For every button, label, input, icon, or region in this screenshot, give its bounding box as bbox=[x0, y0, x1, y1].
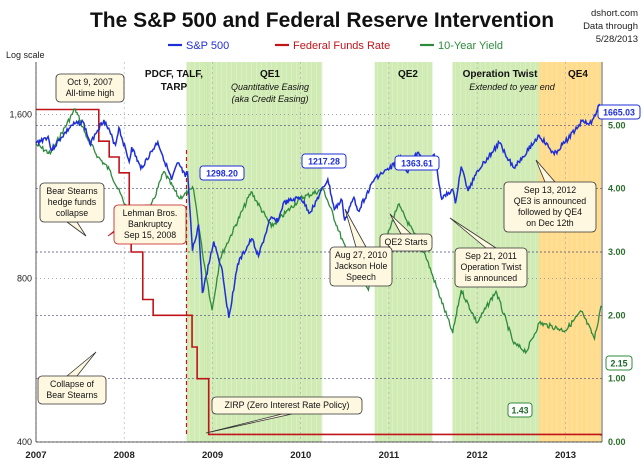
band-label: Operation Twist bbox=[463, 69, 538, 80]
y-left-tick-label: 400 bbox=[17, 437, 32, 447]
y-left-tick-label: 1,600 bbox=[9, 110, 32, 120]
band-label: QE1 bbox=[260, 69, 280, 80]
y-right-tick-label: 0.00 bbox=[608, 437, 626, 447]
x-tick-label: 2009 bbox=[202, 450, 223, 461]
band-label: TARP bbox=[161, 82, 188, 93]
band-sublabel: (aka Credit Easing) bbox=[231, 94, 308, 104]
value-label-text: 2.15 bbox=[610, 359, 627, 369]
value-label-text: 1298.20 bbox=[206, 169, 238, 179]
value-label-text: 1.43 bbox=[511, 406, 528, 416]
value-label-box bbox=[605, 355, 633, 371]
series-line-fedfunds bbox=[36, 108, 602, 436]
y-left-tick-label: 800 bbox=[17, 273, 32, 283]
x-tick-label: 2011 bbox=[379, 450, 400, 461]
source-line-2: Data through bbox=[583, 21, 638, 32]
x-tick-label: 2012 bbox=[467, 450, 488, 461]
annotation-all-time-high-box bbox=[55, 73, 125, 103]
y-right-tick-label: 2.00 bbox=[608, 310, 626, 320]
annotation-qe3-qe4-box bbox=[503, 181, 597, 233]
annotation-qe2-starts-text: QE2 Starts bbox=[384, 237, 428, 247]
annotation-qe3-qe4-text: QE3 is announced bbox=[514, 196, 586, 206]
value-label-box bbox=[394, 155, 440, 171]
value-label: 1298.20 bbox=[199, 165, 245, 181]
y-right-tick-label: 3.00 bbox=[608, 247, 626, 257]
x-tick-label: 2013 bbox=[555, 450, 576, 461]
y-right-tick-label: 5.00 bbox=[608, 120, 626, 130]
annotation-bear-stearns-hedge-funds-text: collapse bbox=[56, 208, 88, 218]
value-label-text: 1217.28 bbox=[308, 157, 340, 167]
annotation-operation-twist-text: Operation Twist bbox=[461, 262, 523, 272]
left-axis-label: Log scale bbox=[6, 50, 45, 60]
annotation-lehman-text: Bankruptcy bbox=[128, 219, 173, 229]
annotation-qe3-qe4-text: on Dec 12th bbox=[526, 218, 574, 228]
value-label: 1.43 bbox=[507, 402, 533, 418]
legend-label: Federal Funds Rate bbox=[293, 40, 390, 52]
annotation-bear-stearns-hedge-funds-text: hedge funds bbox=[48, 197, 97, 207]
annotations: PDCF, TALF, TARP QE1 Quantitative Easing (ak… bbox=[37, 69, 641, 434]
band-sublabel: Extended to year end bbox=[469, 82, 556, 92]
value-label: 1665.03 bbox=[597, 104, 641, 120]
value-label-box bbox=[301, 153, 347, 169]
y-right-tick-label: 1.00 bbox=[608, 374, 626, 384]
annotation-all-time-high-text: Oct 9, 2007 bbox=[67, 77, 113, 87]
band-sublabel: Quantitative Easing bbox=[231, 82, 309, 92]
annotation-jackson-hole-box bbox=[329, 246, 393, 287]
x-tick-label: 2008 bbox=[114, 450, 135, 461]
annotation-zirp-box bbox=[211, 396, 363, 415]
value-label: 1363.61 bbox=[394, 155, 440, 171]
band-label: QE4 bbox=[568, 69, 588, 80]
legend: S&P 500 Federal Funds Rate 10-Year Yield bbox=[168, 40, 503, 52]
y-right-tick-label: 4.00 bbox=[608, 184, 626, 194]
annotation-lehman-text: Lehman Bros. bbox=[123, 208, 178, 218]
source-line-3: 5/28/2013 bbox=[596, 34, 638, 45]
annotation-operation-twist-text: Sep 21, 2011 bbox=[465, 251, 517, 261]
x-tick-label: 2010 bbox=[290, 450, 311, 461]
band-label: QE2 bbox=[398, 69, 418, 80]
value-label: 1217.28 bbox=[301, 153, 347, 169]
annotation-qe2-starts: QE2 Starts bbox=[379, 213, 433, 252]
annotation-operation-twist-box bbox=[454, 247, 528, 288]
band-label: PDCF, TALF, bbox=[145, 69, 203, 80]
annotation-qe2-starts-box bbox=[379, 233, 433, 252]
value-label-text: 1665.03 bbox=[603, 108, 635, 118]
annotation-bear-stearns-hedge-funds-box bbox=[39, 182, 105, 223]
annotation-lehman-text: Sep 15, 2008 bbox=[124, 230, 176, 240]
annotation-jackson-hole-text: Speech bbox=[346, 272, 376, 282]
legend-label: 10-Year Yield bbox=[438, 40, 503, 52]
annotation-operation-twist-text: is announced bbox=[465, 273, 517, 283]
value-label-box bbox=[199, 165, 245, 181]
annotation-collapse-bear-stearns-text: Collapse of bbox=[50, 379, 95, 389]
x-tick-label: 2007 bbox=[25, 450, 46, 461]
annotation-jackson-hole-text: Aug 27, 2010 bbox=[335, 250, 387, 260]
chart-title: The S&P 500 and Federal Reserve Interven… bbox=[90, 9, 554, 32]
value-label-box bbox=[597, 104, 641, 120]
annotation-qe3-qe4-text: Sep 13, 2012 bbox=[524, 185, 576, 195]
value-label: 2.15 bbox=[605, 355, 633, 371]
value-label-text: 1363.61 bbox=[401, 159, 433, 169]
annotation-zirp: ZIRP (Zero Interest Rate Policy) bbox=[205, 396, 363, 434]
annotation-zirp-text: ZIRP (Zero Interest Rate Policy) bbox=[225, 400, 350, 410]
series-line-sp500 bbox=[35, 103, 602, 318]
value-label-box bbox=[507, 402, 533, 418]
annotation-collapse-bear-stearns-box bbox=[37, 375, 107, 405]
annotation-jackson-hole-text: Jackson Hole bbox=[335, 261, 388, 271]
source-line-1: dshort.com bbox=[591, 8, 638, 19]
legend-label: S&P 500 bbox=[186, 40, 229, 52]
annotation-all-time-high-text: All-time high bbox=[66, 88, 115, 98]
annotation-qe3-qe4-text: followed by QE4 bbox=[518, 207, 582, 217]
annotation-bear-stearns-hedge-funds-text: Bear Stearns bbox=[46, 186, 98, 196]
annotation-collapse-bear-stearns-text: Bear Stearns bbox=[46, 390, 98, 400]
annotation-lehman-box bbox=[113, 204, 187, 245]
